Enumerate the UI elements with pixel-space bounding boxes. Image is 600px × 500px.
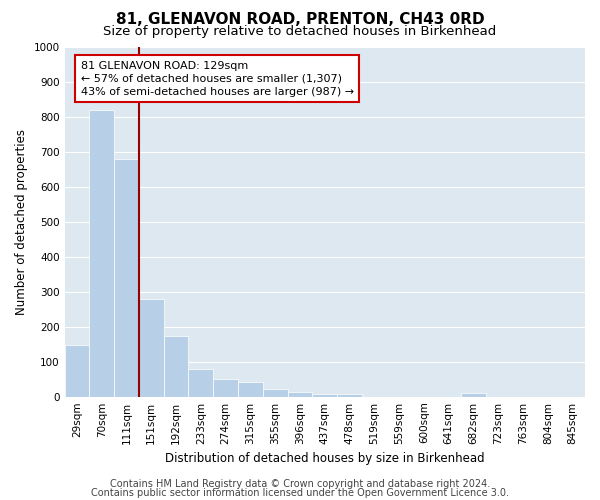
- Text: Contains public sector information licensed under the Open Government Licence 3.: Contains public sector information licen…: [91, 488, 509, 498]
- Text: 81 GLENAVON ROAD: 129sqm
← 57% of detached houses are smaller (1,307)
43% of sem: 81 GLENAVON ROAD: 129sqm ← 57% of detach…: [80, 60, 354, 97]
- Y-axis label: Number of detached properties: Number of detached properties: [15, 128, 28, 314]
- Bar: [238, 382, 263, 396]
- Bar: [313, 394, 337, 396]
- Bar: [337, 394, 362, 396]
- Bar: [164, 336, 188, 396]
- Bar: [213, 379, 238, 396]
- Bar: [114, 158, 139, 396]
- Text: Size of property relative to detached houses in Birkenhead: Size of property relative to detached ho…: [103, 25, 497, 38]
- Text: 81, GLENAVON ROAD, PRENTON, CH43 0RD: 81, GLENAVON ROAD, PRENTON, CH43 0RD: [116, 12, 484, 28]
- X-axis label: Distribution of detached houses by size in Birkenhead: Distribution of detached houses by size …: [165, 452, 485, 465]
- Bar: [287, 392, 313, 396]
- Bar: [461, 393, 486, 396]
- Bar: [65, 345, 89, 397]
- Bar: [139, 298, 164, 396]
- Bar: [89, 110, 114, 397]
- Text: Contains HM Land Registry data © Crown copyright and database right 2024.: Contains HM Land Registry data © Crown c…: [110, 479, 490, 489]
- Bar: [263, 389, 287, 396]
- Bar: [188, 370, 213, 396]
